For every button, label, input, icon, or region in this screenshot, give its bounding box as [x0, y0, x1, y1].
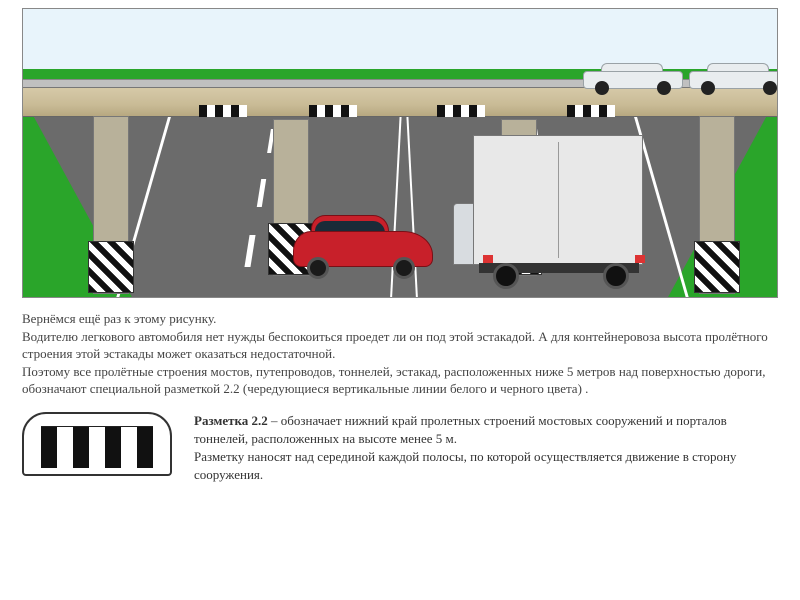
marking-explainer-row: Разметка 2.2 – обозначает нижний край пр… — [22, 412, 778, 484]
p2-body2: Разметку наносят над серединой каждой по… — [194, 448, 778, 484]
red-car — [293, 209, 433, 279]
p1-line2: Водителю легкового автомобиля нет нужды … — [22, 328, 778, 363]
marking-2-2-icon — [22, 412, 172, 476]
paragraph-2: Разметка 2.2 – обозначает нижний край пр… — [194, 412, 778, 484]
p1-line3: Поэтому все пролётные строения мостов, п… — [22, 363, 778, 398]
paragraph-1: Вернёмся ещё раз к этому рисунку. Водите… — [22, 310, 778, 398]
p1-line1: Вернёмся ещё раз к этому рисунку. — [22, 310, 778, 328]
p2-body1: – обозначает нижний край пролетных строе… — [194, 413, 727, 446]
marking-title: Разметка 2.2 — [194, 413, 268, 428]
stripes-icon — [41, 426, 153, 468]
box-truck — [453, 125, 653, 293]
traffic-illustration — [22, 8, 778, 298]
